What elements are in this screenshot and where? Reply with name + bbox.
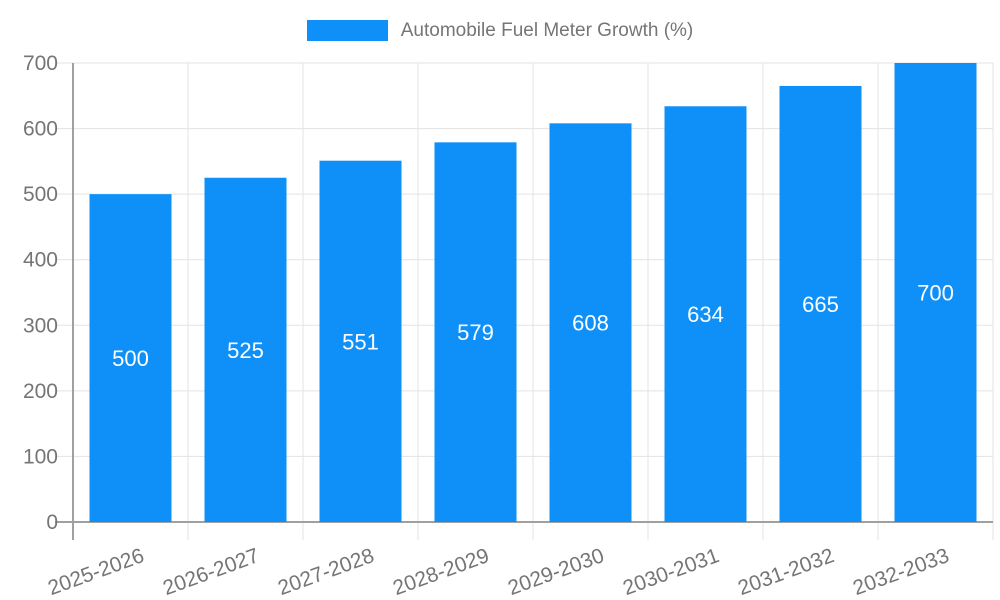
x-axis-tick-label: 2031-2032 <box>735 544 837 600</box>
y-axis-tick-label: 100 <box>23 445 58 468</box>
bar-value-label: 525 <box>227 338 264 363</box>
y-axis-tick-label: 400 <box>23 249 58 272</box>
bar-value-label: 551 <box>342 329 379 354</box>
legend[interactable]: Automobile Fuel Meter Growth (%) <box>0 20 1000 41</box>
y-axis-tick-label: 700 <box>23 52 58 75</box>
y-axis-tick-label: 0 <box>46 511 58 534</box>
x-axis-tick-label: 2025-2026 <box>45 544 147 600</box>
bar[interactable] <box>319 160 402 523</box>
bar-value-label: 700 <box>917 281 954 306</box>
bar[interactable] <box>664 106 747 522</box>
x-axis-tick-label: 2028-2029 <box>390 544 492 600</box>
y-axis-tick-label: 500 <box>23 183 58 206</box>
bar[interactable] <box>549 123 632 522</box>
x-axis-tick-label: 2032-2033 <box>850 544 952 600</box>
y-axis-tick-label: 200 <box>23 380 58 403</box>
bar-value-label: 665 <box>802 292 839 317</box>
x-axis-tick-label: 2029-2030 <box>505 544 607 600</box>
bar[interactable] <box>434 142 517 522</box>
y-axis-tick-label: 600 <box>23 118 58 141</box>
legend-label: Automobile Fuel Meter Growth (%) <box>400 20 694 41</box>
bar[interactable] <box>89 194 172 522</box>
bar-value-label: 579 <box>457 320 494 345</box>
bar[interactable] <box>894 63 977 522</box>
bar-value-label: 500 <box>112 346 149 371</box>
bar[interactable] <box>204 177 287 522</box>
legend-swatch-icon <box>306 20 388 41</box>
bar-value-label: 634 <box>687 302 724 327</box>
y-axis-tick-label: 300 <box>23 314 58 337</box>
bar[interactable] <box>779 85 862 522</box>
x-axis-tick-label: 2030-2031 <box>620 544 722 600</box>
x-axis-tick-label: 2027-2028 <box>275 544 377 600</box>
bar-value-label: 608 <box>572 311 609 336</box>
x-axis-tick-label: 2026-2027 <box>160 544 262 600</box>
